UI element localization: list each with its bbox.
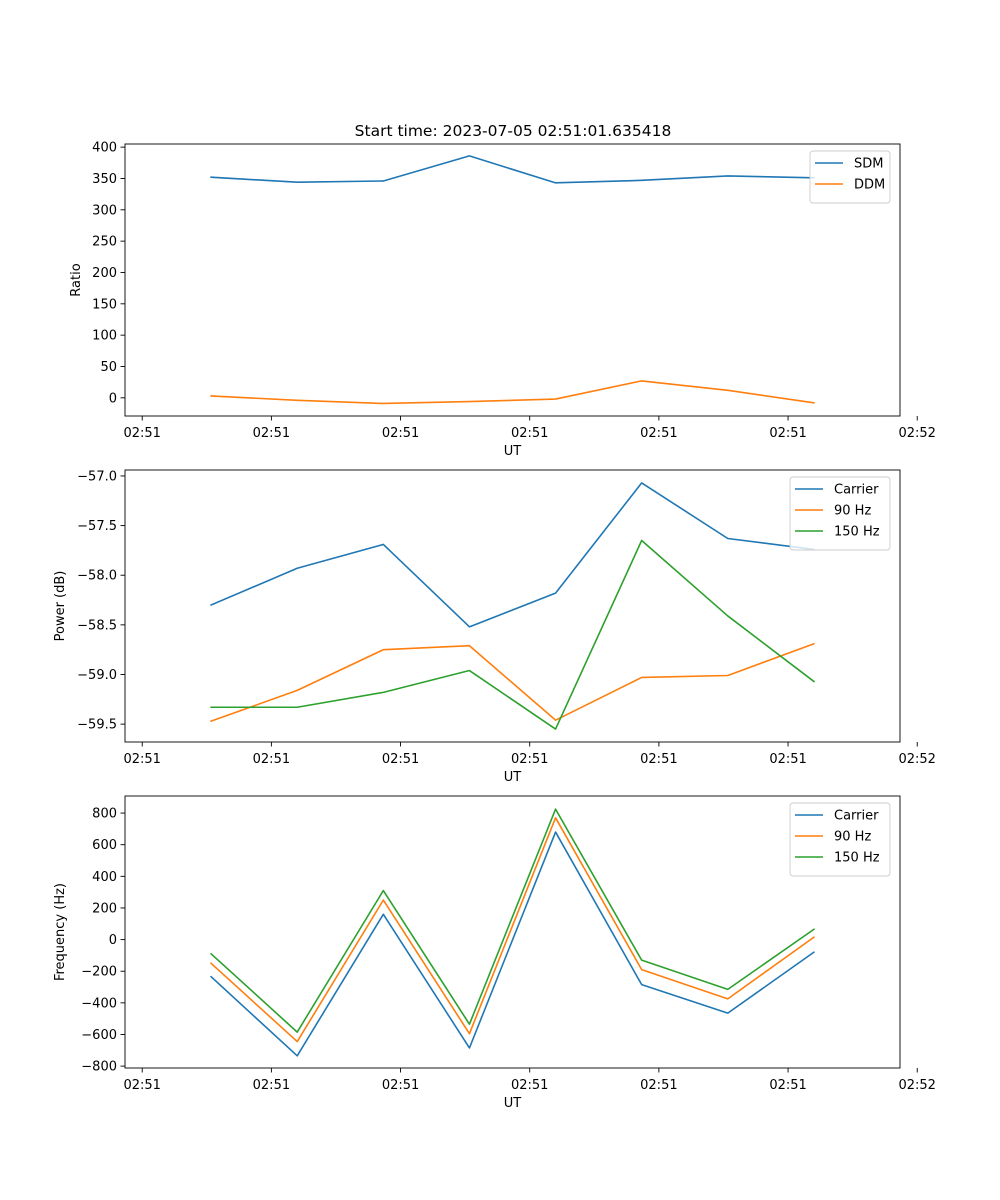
ratio-y-tick-label: 50 xyxy=(100,360,117,375)
power-x-tick-label: 02:51 xyxy=(253,752,290,767)
power-axes-frame xyxy=(124,469,901,743)
ratio-series-ddm-line xyxy=(210,380,815,405)
frequency-legend-label-carrier: Carrier xyxy=(834,809,879,824)
power-series-carrier-line xyxy=(210,482,815,628)
power-legend-label-carrier: Carrier xyxy=(834,483,879,498)
ratio-y-tick-label: 250 xyxy=(92,235,117,250)
power-x-tick-label: 02:51 xyxy=(511,752,548,767)
power-y-tick-label: −57.0 xyxy=(77,469,117,484)
frequency-x-tick-label: 02:51 xyxy=(511,1078,548,1093)
power-chart: 02:51 02:51 02:51 02:51 02:51 02:51 02:52 −59.5… xyxy=(53,469,936,785)
frequency-series-90-hz-line xyxy=(209,817,816,1043)
power-x-tick-label: 02:51 xyxy=(769,752,806,767)
ratio-y-axis-label: Ratio xyxy=(69,263,84,296)
power-y-tick-label: −57.5 xyxy=(77,519,117,534)
power-y-tick-label: −58.0 xyxy=(77,569,117,584)
frequency-x-tick-label: 02:52 xyxy=(898,1078,935,1093)
frequency-x-tick-label: 02:51 xyxy=(640,1078,677,1093)
frequency-y-tick-label: −800 xyxy=(81,1060,117,1075)
frequency-chart: 02:51 02:51 02:51 02:51 02:51 02:51 02:52 −800 −… xyxy=(53,795,936,1111)
power-x-tick-label: 02:51 xyxy=(382,752,419,767)
ratio-x-axis-label: UT xyxy=(504,444,522,459)
frequency-y-tick-label: 0 xyxy=(109,933,117,948)
frequency-axes-frame xyxy=(124,795,901,1069)
ratio-chart: 02:51 02:51 02:51 02:51 02:51 02:51 02:52 0 50 10… xyxy=(69,141,936,459)
power-y-tick-label: −59.0 xyxy=(77,668,117,683)
frequency-legend-label-150-hz: 150 Hz xyxy=(834,851,880,866)
figure-title: Start time: 2023-07-05 02:51:01.635418 xyxy=(355,122,672,140)
frequency-y-tick-label: 600 xyxy=(92,838,117,853)
ratio-y-tick-label: 350 xyxy=(92,172,117,187)
frequency-legend-label-90-hz: 90 Hz xyxy=(834,830,871,845)
frequency-x-axis-label: UT xyxy=(504,1096,522,1111)
frequency-y-tick-label: 200 xyxy=(92,901,117,916)
ratio-legend-label-sdm: SDM xyxy=(854,157,883,172)
ratio-y-tick-label: 150 xyxy=(92,297,117,312)
frequency-x-tick-label: 02:51 xyxy=(382,1078,419,1093)
ratio-x-tick-label: 02:51 xyxy=(123,426,160,441)
ratio-x-tick-label: 02:51 xyxy=(640,426,677,441)
ratio-y-tick-label: 300 xyxy=(92,203,117,218)
ratio-x-tick-label: 02:51 xyxy=(769,426,806,441)
power-y-tick-label: −59.5 xyxy=(77,718,117,733)
frequency-y-tick-label: −600 xyxy=(81,1028,117,1043)
frequency-x-tick-label: 02:51 xyxy=(769,1078,806,1093)
power-legend-label-90-hz: 90 Hz xyxy=(834,504,871,519)
ratio-legend-label-ddm: DDM xyxy=(854,178,885,193)
ratio-x-tick-label: 02:51 xyxy=(511,426,548,441)
frequency-y-tick-label: −400 xyxy=(81,996,117,1011)
power-legend-label-150-hz: 150 Hz xyxy=(834,525,880,540)
frequency-series-150-hz-line xyxy=(209,808,816,1033)
frequency-y-tick-label: −200 xyxy=(81,965,117,980)
ratio-x-tick-label: 02:51 xyxy=(382,426,419,441)
ratio-y-tick-label: 200 xyxy=(92,266,117,281)
power-y-tick-label: −58.5 xyxy=(77,618,117,633)
ratio-x-tick-label: 02:51 xyxy=(253,426,290,441)
power-series-150-hz-line xyxy=(210,539,816,730)
ratio-y-tick-label: 100 xyxy=(92,329,117,344)
frequency-x-tick-label: 02:51 xyxy=(123,1078,160,1093)
ratio-y-tick-label: 0 xyxy=(109,391,117,406)
frequency-y-tick-label: 400 xyxy=(92,870,117,885)
frequency-x-tick-label: 02:51 xyxy=(253,1078,290,1093)
ratio-series-sdm-line xyxy=(210,155,815,184)
power-x-axis-label: UT xyxy=(504,770,522,785)
frequency-series-carrier-line xyxy=(209,831,816,1057)
frequency-y-axis-label: Frequency (Hz) xyxy=(53,883,68,981)
power-series-90-hz-line xyxy=(210,642,815,723)
power-x-tick-label: 02:52 xyxy=(898,752,935,767)
ratio-axes-frame xyxy=(124,143,901,417)
power-x-tick-label: 02:51 xyxy=(123,752,160,767)
ratio-legend-box xyxy=(809,150,891,204)
power-x-tick-label: 02:51 xyxy=(640,752,677,767)
ratio-y-tick-label: 400 xyxy=(92,141,117,156)
ratio-x-tick-label: 02:52 xyxy=(898,426,935,441)
frequency-y-tick-label: 800 xyxy=(92,807,117,822)
power-y-axis-label: Power (dB) xyxy=(53,571,68,642)
